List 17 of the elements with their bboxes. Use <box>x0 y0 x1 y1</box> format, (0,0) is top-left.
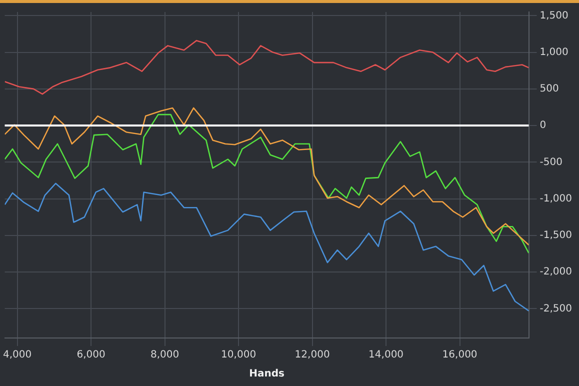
y-tick-label: 0 <box>540 120 546 132</box>
y-tick-label: -500 <box>540 156 562 168</box>
y-tick-label: -2,000 <box>540 266 572 278</box>
x-axis-title: Hands <box>249 368 284 380</box>
x-tick-label: 12,000 <box>294 350 330 361</box>
x-tick-label: 6,000 <box>76 350 106 361</box>
y-tick-label: 1,000 <box>540 46 568 58</box>
y-tick-label: 500 <box>540 84 559 95</box>
y-tick-label: -1,000 <box>540 193 572 204</box>
x-tick-label: 8,000 <box>150 350 180 361</box>
x-tick-label: 14,000 <box>368 350 404 361</box>
x-tick-label: 10,000 <box>221 350 256 361</box>
y-tick-label: -1,500 <box>540 230 572 242</box>
y-tick-label: 1,500 <box>540 10 568 22</box>
y-tick-label: -2,500 <box>540 303 572 314</box>
x-tick-label: 4,000 <box>2 350 32 361</box>
x-tick-label: 16,000 <box>442 350 478 361</box>
